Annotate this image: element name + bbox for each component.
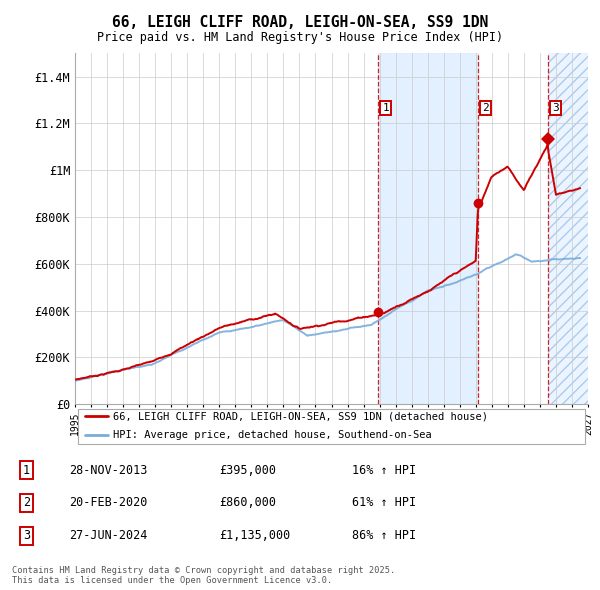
Text: 1: 1	[382, 103, 389, 113]
Text: 16% ↑ HPI: 16% ↑ HPI	[352, 464, 416, 477]
Text: 3: 3	[552, 103, 559, 113]
Text: 1: 1	[23, 464, 30, 477]
Text: 2: 2	[23, 496, 30, 510]
Text: 27-JUN-2024: 27-JUN-2024	[70, 529, 148, 542]
Text: £395,000: £395,000	[220, 464, 277, 477]
FancyBboxPatch shape	[77, 409, 586, 444]
Text: £1,135,000: £1,135,000	[220, 529, 290, 542]
Text: 86% ↑ HPI: 86% ↑ HPI	[352, 529, 416, 542]
Text: 61% ↑ HPI: 61% ↑ HPI	[352, 496, 416, 510]
Text: 66, LEIGH CLIFF ROAD, LEIGH-ON-SEA, SS9 1DN (detached house): 66, LEIGH CLIFF ROAD, LEIGH-ON-SEA, SS9 …	[113, 411, 488, 421]
Text: 28-NOV-2013: 28-NOV-2013	[70, 464, 148, 477]
Text: Price paid vs. HM Land Registry's House Price Index (HPI): Price paid vs. HM Land Registry's House …	[97, 31, 503, 44]
Text: £860,000: £860,000	[220, 496, 277, 510]
Bar	[548, 53, 588, 404]
Bar	[548, 53, 588, 404]
Text: 2: 2	[482, 103, 488, 113]
Text: HPI: Average price, detached house, Southend-on-Sea: HPI: Average price, detached house, Sout…	[113, 431, 432, 441]
Text: Contains HM Land Registry data © Crown copyright and database right 2025.
This d: Contains HM Land Registry data © Crown c…	[12, 566, 395, 585]
Text: 20-FEB-2020: 20-FEB-2020	[70, 496, 148, 510]
Text: 66, LEIGH CLIFF ROAD, LEIGH-ON-SEA, SS9 1DN: 66, LEIGH CLIFF ROAD, LEIGH-ON-SEA, SS9 …	[112, 15, 488, 30]
Text: 3: 3	[23, 529, 30, 542]
Bar	[379, 53, 478, 404]
